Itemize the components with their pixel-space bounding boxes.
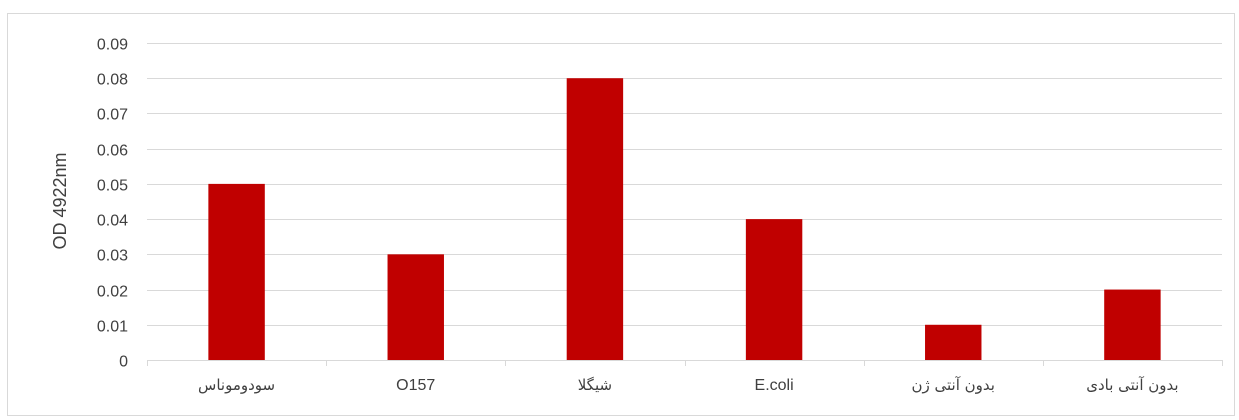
x-tick-label: سودوموناس [198,376,275,394]
bar [208,183,265,360]
y-tick-label: 0.06 [97,143,128,160]
y-tick-label: 0.09 [97,37,128,54]
bar [566,78,624,360]
y-tick-label: 0.04 [97,213,128,230]
bar [1104,289,1161,360]
y-axis-ticks: 0 0.01 0.02 0.03 0.04 0.05 0.06 0.07 0.08 0.09 [97,37,128,371]
bar [925,324,982,360]
y-tick-label: 0.08 [97,72,128,89]
bar [387,254,444,360]
y-tick-label: 0.01 [97,319,128,336]
y-tick-label: 0.03 [97,248,128,265]
x-axis-labels: سودوموناس O157 شیگلا E.coli بدون آنتی ژن بدون… [198,376,1179,394]
x-tick-label: E.coli [755,377,794,394]
y-tick-label: 0 [119,354,128,371]
x-axis-tick-marks [147,360,1223,366]
x-tick-label: O157 [396,377,435,394]
y-tick-label: 0.02 [97,284,128,301]
gridlines [147,43,1222,326]
y-axis-label: OD 4922nm [50,152,70,249]
bars [208,78,1161,360]
y-tick-label: 0.05 [97,178,128,195]
bar [745,219,803,360]
y-tick-label: 0.07 [97,107,128,124]
x-tick-label: بدون آنتی ژن [912,376,995,394]
x-tick-label: بدون آنتی بادی [1086,376,1178,394]
x-tick-label: شیگلا [578,376,612,394]
